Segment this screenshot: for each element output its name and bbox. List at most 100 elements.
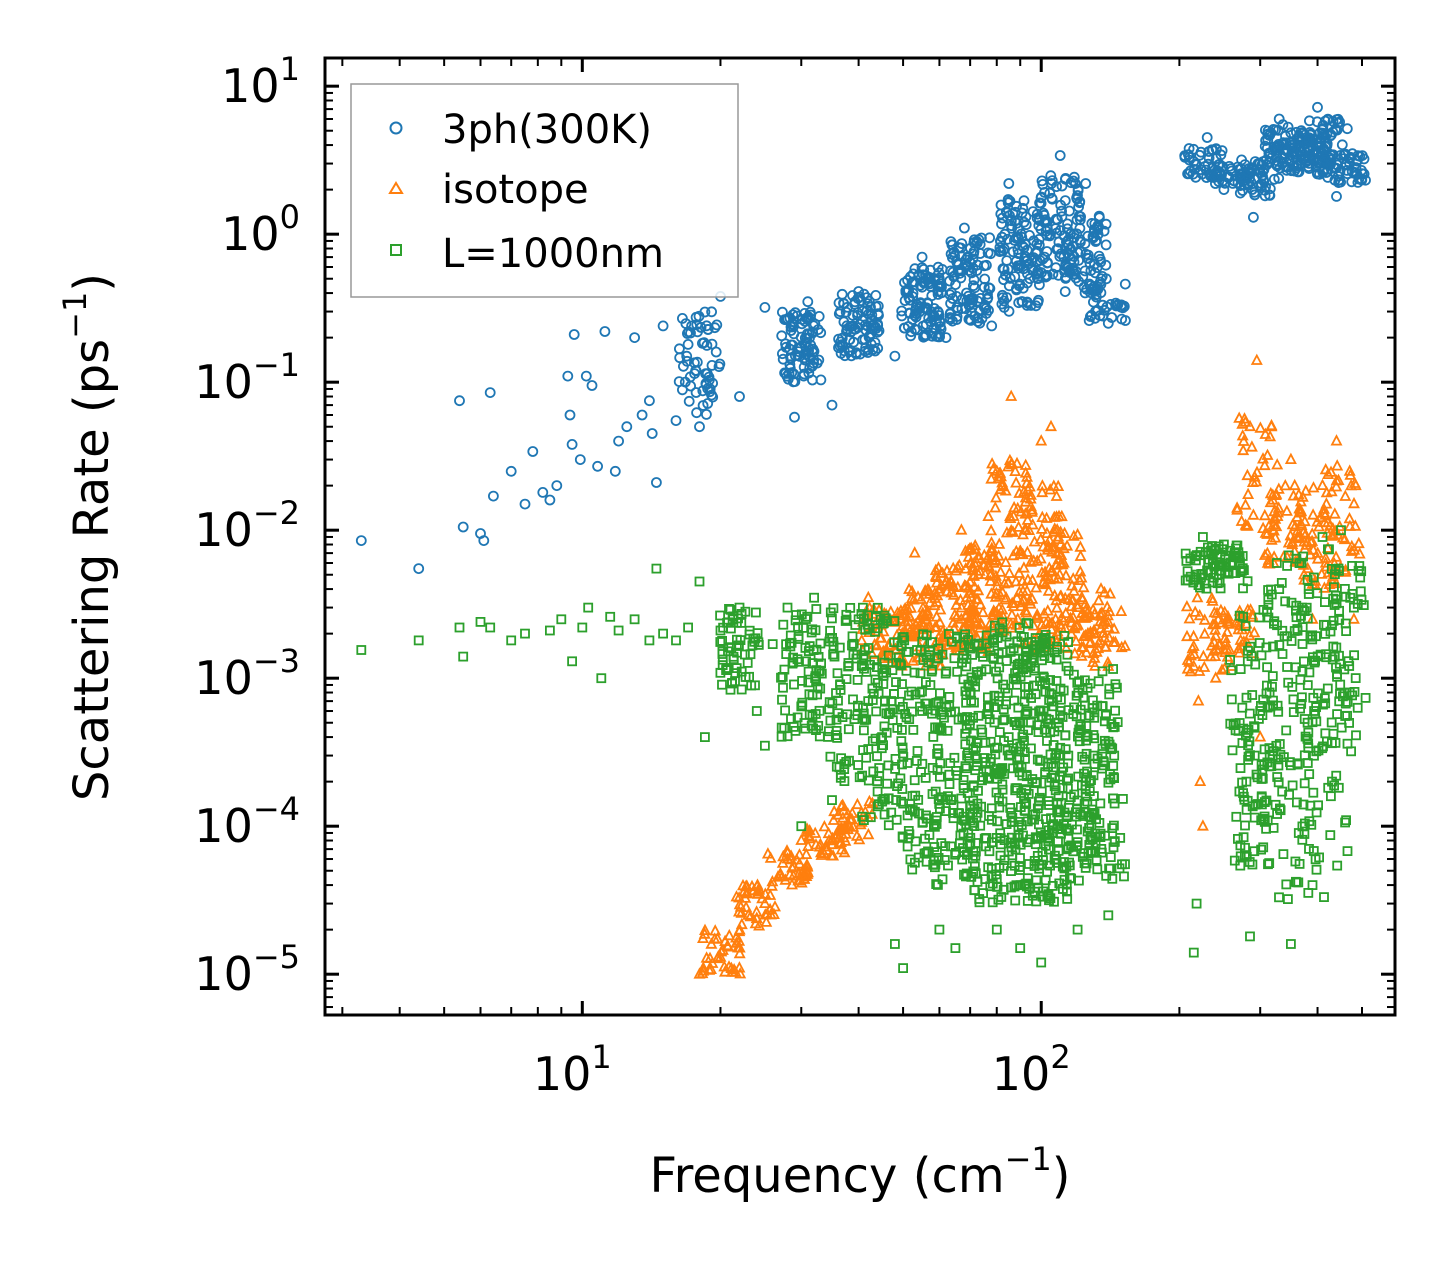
data-point xyxy=(958,811,969,822)
data-point xyxy=(785,321,797,333)
data-point xyxy=(975,292,986,304)
data-point xyxy=(970,750,981,761)
data-point xyxy=(777,353,789,365)
data-point xyxy=(1237,702,1248,713)
data-point xyxy=(940,668,951,679)
data-point xyxy=(1041,526,1053,538)
data-point xyxy=(1061,661,1072,672)
data-point xyxy=(934,603,947,615)
data-point xyxy=(917,320,929,332)
data-point xyxy=(870,674,881,685)
data-point xyxy=(1075,571,1088,583)
data-point xyxy=(1081,858,1092,869)
data-point xyxy=(1106,742,1116,753)
data-point xyxy=(1336,531,1349,543)
data-point xyxy=(574,454,586,466)
data-point xyxy=(966,695,977,706)
data-point xyxy=(698,927,711,939)
data-point xyxy=(1082,230,1094,242)
data-point xyxy=(1054,589,1067,602)
data-point xyxy=(1309,657,1320,668)
data-point xyxy=(1046,540,1058,553)
data-point xyxy=(1353,547,1366,559)
data-point xyxy=(896,796,906,807)
data-point xyxy=(859,815,869,825)
data-point xyxy=(1229,547,1240,558)
data-point xyxy=(999,714,1010,725)
data-point xyxy=(879,721,890,732)
data-point xyxy=(1346,176,1358,188)
data-point xyxy=(982,292,994,304)
data-point xyxy=(731,663,742,673)
data-point xyxy=(994,802,1005,813)
data-point xyxy=(1095,609,1108,621)
data-point xyxy=(777,694,787,705)
data-point xyxy=(629,614,640,625)
data-point xyxy=(1235,763,1246,773)
data-point xyxy=(859,715,870,725)
data-point xyxy=(1109,635,1122,647)
data-point xyxy=(1304,143,1316,155)
data-point xyxy=(413,635,424,646)
data-point xyxy=(1189,605,1202,617)
data-point xyxy=(993,691,1004,702)
data-point xyxy=(1080,675,1090,686)
data-point xyxy=(833,695,843,706)
data-point xyxy=(1251,465,1263,478)
data-point xyxy=(1209,649,1222,661)
y-axis-title: Scattering Rate (ps−1) xyxy=(56,273,120,801)
data-point xyxy=(985,472,998,484)
data-point xyxy=(987,604,1000,616)
data-point xyxy=(1336,139,1348,151)
data-point xyxy=(1045,545,1058,557)
data-point xyxy=(1237,565,1247,576)
data-point xyxy=(908,546,921,558)
data-point xyxy=(897,784,908,794)
data-point xyxy=(1087,846,1097,857)
data-point xyxy=(1064,244,1075,256)
data-point xyxy=(1285,760,1296,771)
data-point xyxy=(1037,575,1050,587)
data-point xyxy=(953,259,965,271)
data-point xyxy=(837,712,848,722)
data-point xyxy=(958,674,969,685)
data-point xyxy=(1032,803,1043,814)
data-point xyxy=(760,915,773,927)
data-point xyxy=(950,849,960,860)
data-point xyxy=(734,391,745,402)
data-point xyxy=(1283,550,1294,561)
data-point xyxy=(866,647,879,659)
data-point xyxy=(1267,681,1277,692)
data-point xyxy=(983,692,993,703)
data-point xyxy=(936,566,949,578)
data-point xyxy=(859,725,869,736)
data-point xyxy=(791,610,801,620)
data-point xyxy=(1233,834,1243,844)
data-point xyxy=(1345,592,1356,603)
data-point xyxy=(767,639,778,649)
data-point xyxy=(1277,649,1288,659)
data-point xyxy=(1274,892,1284,903)
data-point xyxy=(1010,591,1023,603)
data-point xyxy=(1011,501,1024,514)
data-point xyxy=(1058,526,1071,538)
y-tick-label: 10−3 xyxy=(194,642,300,705)
data-point xyxy=(917,686,927,697)
data-point xyxy=(1070,619,1083,631)
data-point xyxy=(862,320,873,332)
data-point xyxy=(485,622,496,633)
data-point xyxy=(808,320,819,332)
data-point xyxy=(787,658,798,669)
data-point xyxy=(1041,229,1053,241)
data-point xyxy=(1244,708,1255,719)
data-point xyxy=(953,558,966,570)
data-point xyxy=(880,794,890,805)
data-point xyxy=(1311,807,1322,818)
data-point xyxy=(478,535,490,546)
data-point xyxy=(1245,931,1255,942)
data-point xyxy=(853,700,863,711)
data-point xyxy=(883,760,894,771)
data-point xyxy=(1074,724,1085,735)
data-point xyxy=(1192,694,1205,706)
data-point xyxy=(596,673,607,684)
